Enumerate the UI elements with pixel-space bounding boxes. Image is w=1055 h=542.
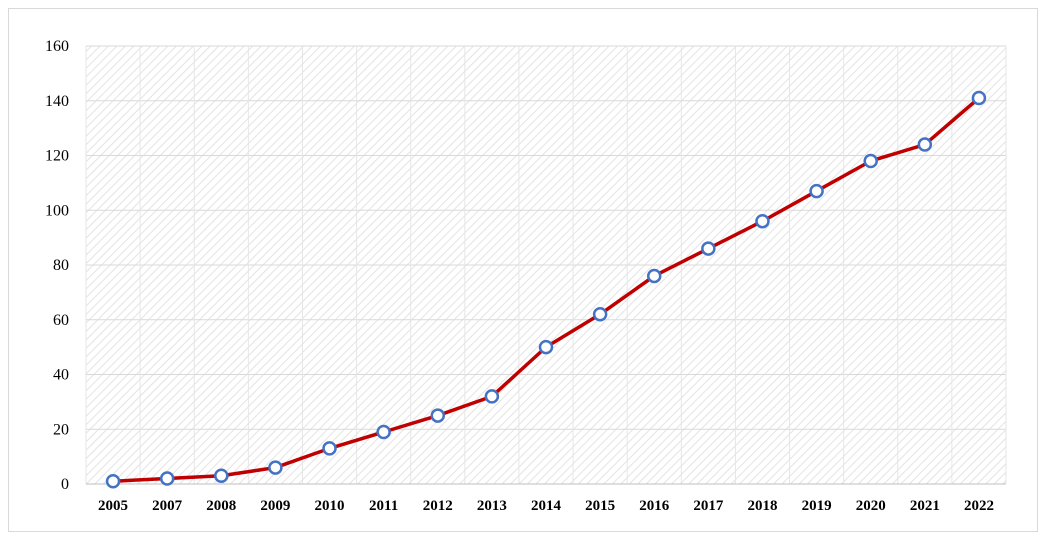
- x-tick-label: 2020: [856, 498, 886, 514]
- x-tick-label: 2019: [802, 498, 832, 514]
- data-point: [159, 471, 175, 486]
- x-tick-label: 2010: [315, 498, 345, 514]
- x-tick-label: 2021: [910, 498, 940, 514]
- x-tick-label: 2017: [693, 498, 724, 514]
- data-point: [214, 468, 229, 484]
- data-point: [105, 474, 121, 489]
- x-tick-label: 2014: [531, 498, 562, 514]
- x-tick-label: 2009: [260, 498, 290, 514]
- data-point: [971, 90, 987, 106]
- x-tick-label: 2018: [747, 498, 777, 514]
- data-point: [430, 408, 446, 423]
- y-tick-label: 100: [45, 202, 69, 219]
- data-point: [538, 339, 554, 355]
- x-tick-label: 2008: [206, 498, 236, 514]
- x-tick-label: 2022: [964, 498, 994, 514]
- y-tick-label: 140: [45, 93, 69, 110]
- data-point: [322, 441, 337, 456]
- x-tick-label: 2016: [639, 498, 670, 514]
- data-point: [646, 268, 662, 284]
- x-tick-label: 2011: [369, 498, 398, 514]
- data-point: [917, 137, 933, 152]
- y-tick-label: 40: [53, 367, 69, 384]
- data-point: [755, 213, 770, 229]
- data-point: [484, 389, 500, 404]
- line-chart: 0 20 40 60 80 100 120 140 160 2005 2007 2008 2009 20…: [45, 38, 1007, 514]
- y-tick-label: 80: [53, 257, 69, 274]
- y-tick-label: 60: [53, 312, 69, 329]
- x-tick-label: 2013: [477, 498, 507, 514]
- chart-frame: 0 20 40 60 80 100 120 140 160 2005 2007 2008 2009 20…: [8, 8, 1038, 532]
- y-tick-label: 160: [45, 38, 69, 55]
- x-tick-label: 2015: [585, 498, 615, 514]
- y-tick-label: 120: [45, 148, 69, 165]
- x-tick-label: 2005: [98, 498, 128, 514]
- y-tick-label: 20: [53, 421, 69, 438]
- x-tick-label: 2012: [423, 498, 453, 514]
- data-point: [268, 460, 283, 475]
- data-point: [701, 241, 716, 256]
- data-point: [376, 424, 391, 440]
- data-point: [863, 153, 878, 169]
- y-tick-label: 0: [61, 476, 69, 493]
- x-tick-label: 2007: [152, 498, 183, 514]
- data-point: [809, 183, 824, 199]
- data-point: [592, 307, 608, 322]
